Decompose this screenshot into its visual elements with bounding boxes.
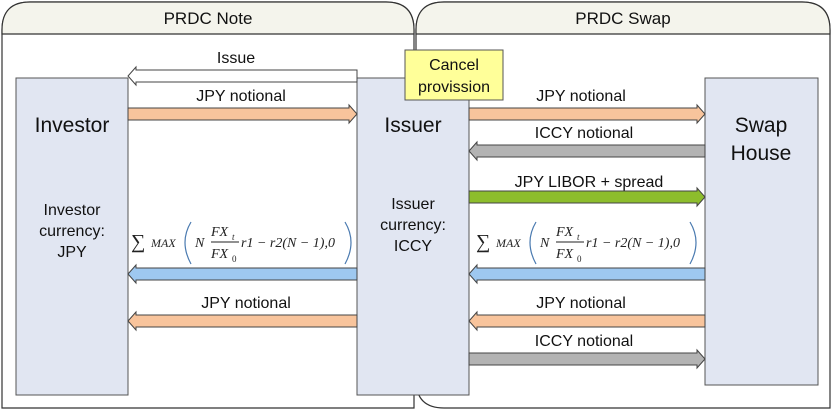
issue-arrow	[127, 65, 358, 87]
investor-currency-line: currency:	[39, 223, 105, 240]
swap-house-box: Swap House	[704, 77, 819, 386]
jpy-notional-back-swap-arrow	[468, 310, 706, 332]
panel-title-note: PRDC Note	[164, 9, 253, 28]
jpy-notional-swap-arrow	[468, 103, 706, 125]
formula-numerator-sub: t	[232, 232, 235, 242]
investor-box: Investor Investor currency: JPY	[15, 77, 129, 396]
formula-tail: r1 − r2(N − 1),0	[586, 236, 680, 251]
formula-denominator: FX	[555, 247, 574, 262]
iccy-notional-back-swap-arrow	[468, 348, 706, 370]
issuer-currency-value: ICCY	[394, 238, 433, 255]
coupon-note-arrow	[127, 263, 358, 285]
jpy-libor-arrow	[468, 186, 706, 208]
coupon-formula-swap: ∑ MAX N FX t FX 0 r1 − r2(N − 1),0	[476, 221, 697, 265]
iccy-notional-swap-arrow	[468, 140, 706, 162]
issuer-label: Issuer	[384, 114, 441, 137]
investor-currency-line: Investor	[44, 202, 102, 219]
formula-denominator-sub: 0	[577, 254, 582, 264]
flow-label: JPY LIBOR + spread	[515, 174, 664, 191]
formula-numerator-sub: t	[577, 232, 580, 242]
flow-label: JPY notional	[536, 295, 626, 312]
coupon-formula-note: ∑ MAX N FX t FX 0 r1 − r2(N − 1),0	[131, 221, 352, 265]
cancel-provision-label: Cancel	[429, 57, 479, 74]
issuer-box: Issuer Issuer currency: ICCY	[356, 77, 470, 396]
formula-numerator: FX	[555, 225, 574, 240]
sum-symbol: ∑	[131, 231, 145, 253]
jpy-notional-note-arrow	[127, 103, 358, 125]
issue-label: Issue	[217, 50, 255, 67]
formula-n: N	[539, 236, 550, 251]
jpy-notional-back-note-arrow	[127, 310, 358, 332]
sum-symbol: ∑	[476, 231, 490, 253]
flow-label: JPY notional	[201, 295, 291, 312]
flow-label: JPY notional	[196, 88, 286, 105]
swap-house-label: Swap	[735, 114, 788, 137]
formula-numerator: FX	[210, 225, 229, 240]
formula-tail: r1 − r2(N − 1),0	[241, 236, 335, 251]
formula-denominator: FX	[210, 247, 229, 262]
flow-label: ICCY notional	[535, 125, 633, 142]
issuer-currency-line: Issuer	[391, 196, 435, 213]
cancel-provision-box: Cancel provission	[404, 49, 504, 101]
max-label: MAX	[150, 236, 176, 250]
swap-house-label: House	[731, 142, 792, 165]
panel-title-swap: PRDC Swap	[575, 9, 670, 28]
flow-label: ICCY notional	[535, 333, 633, 350]
cancel-provision-label: provission	[418, 79, 490, 96]
coupon-swap-arrow	[468, 263, 706, 285]
issuer-currency-line: currency:	[380, 217, 446, 234]
formula-n: N	[194, 236, 205, 251]
flow-label: JPY notional	[536, 88, 626, 105]
investor-label: Investor	[35, 114, 110, 137]
formula-denominator-sub: 0	[232, 254, 237, 264]
investor-currency-value: JPY	[57, 244, 87, 261]
max-label: MAX	[495, 236, 521, 250]
